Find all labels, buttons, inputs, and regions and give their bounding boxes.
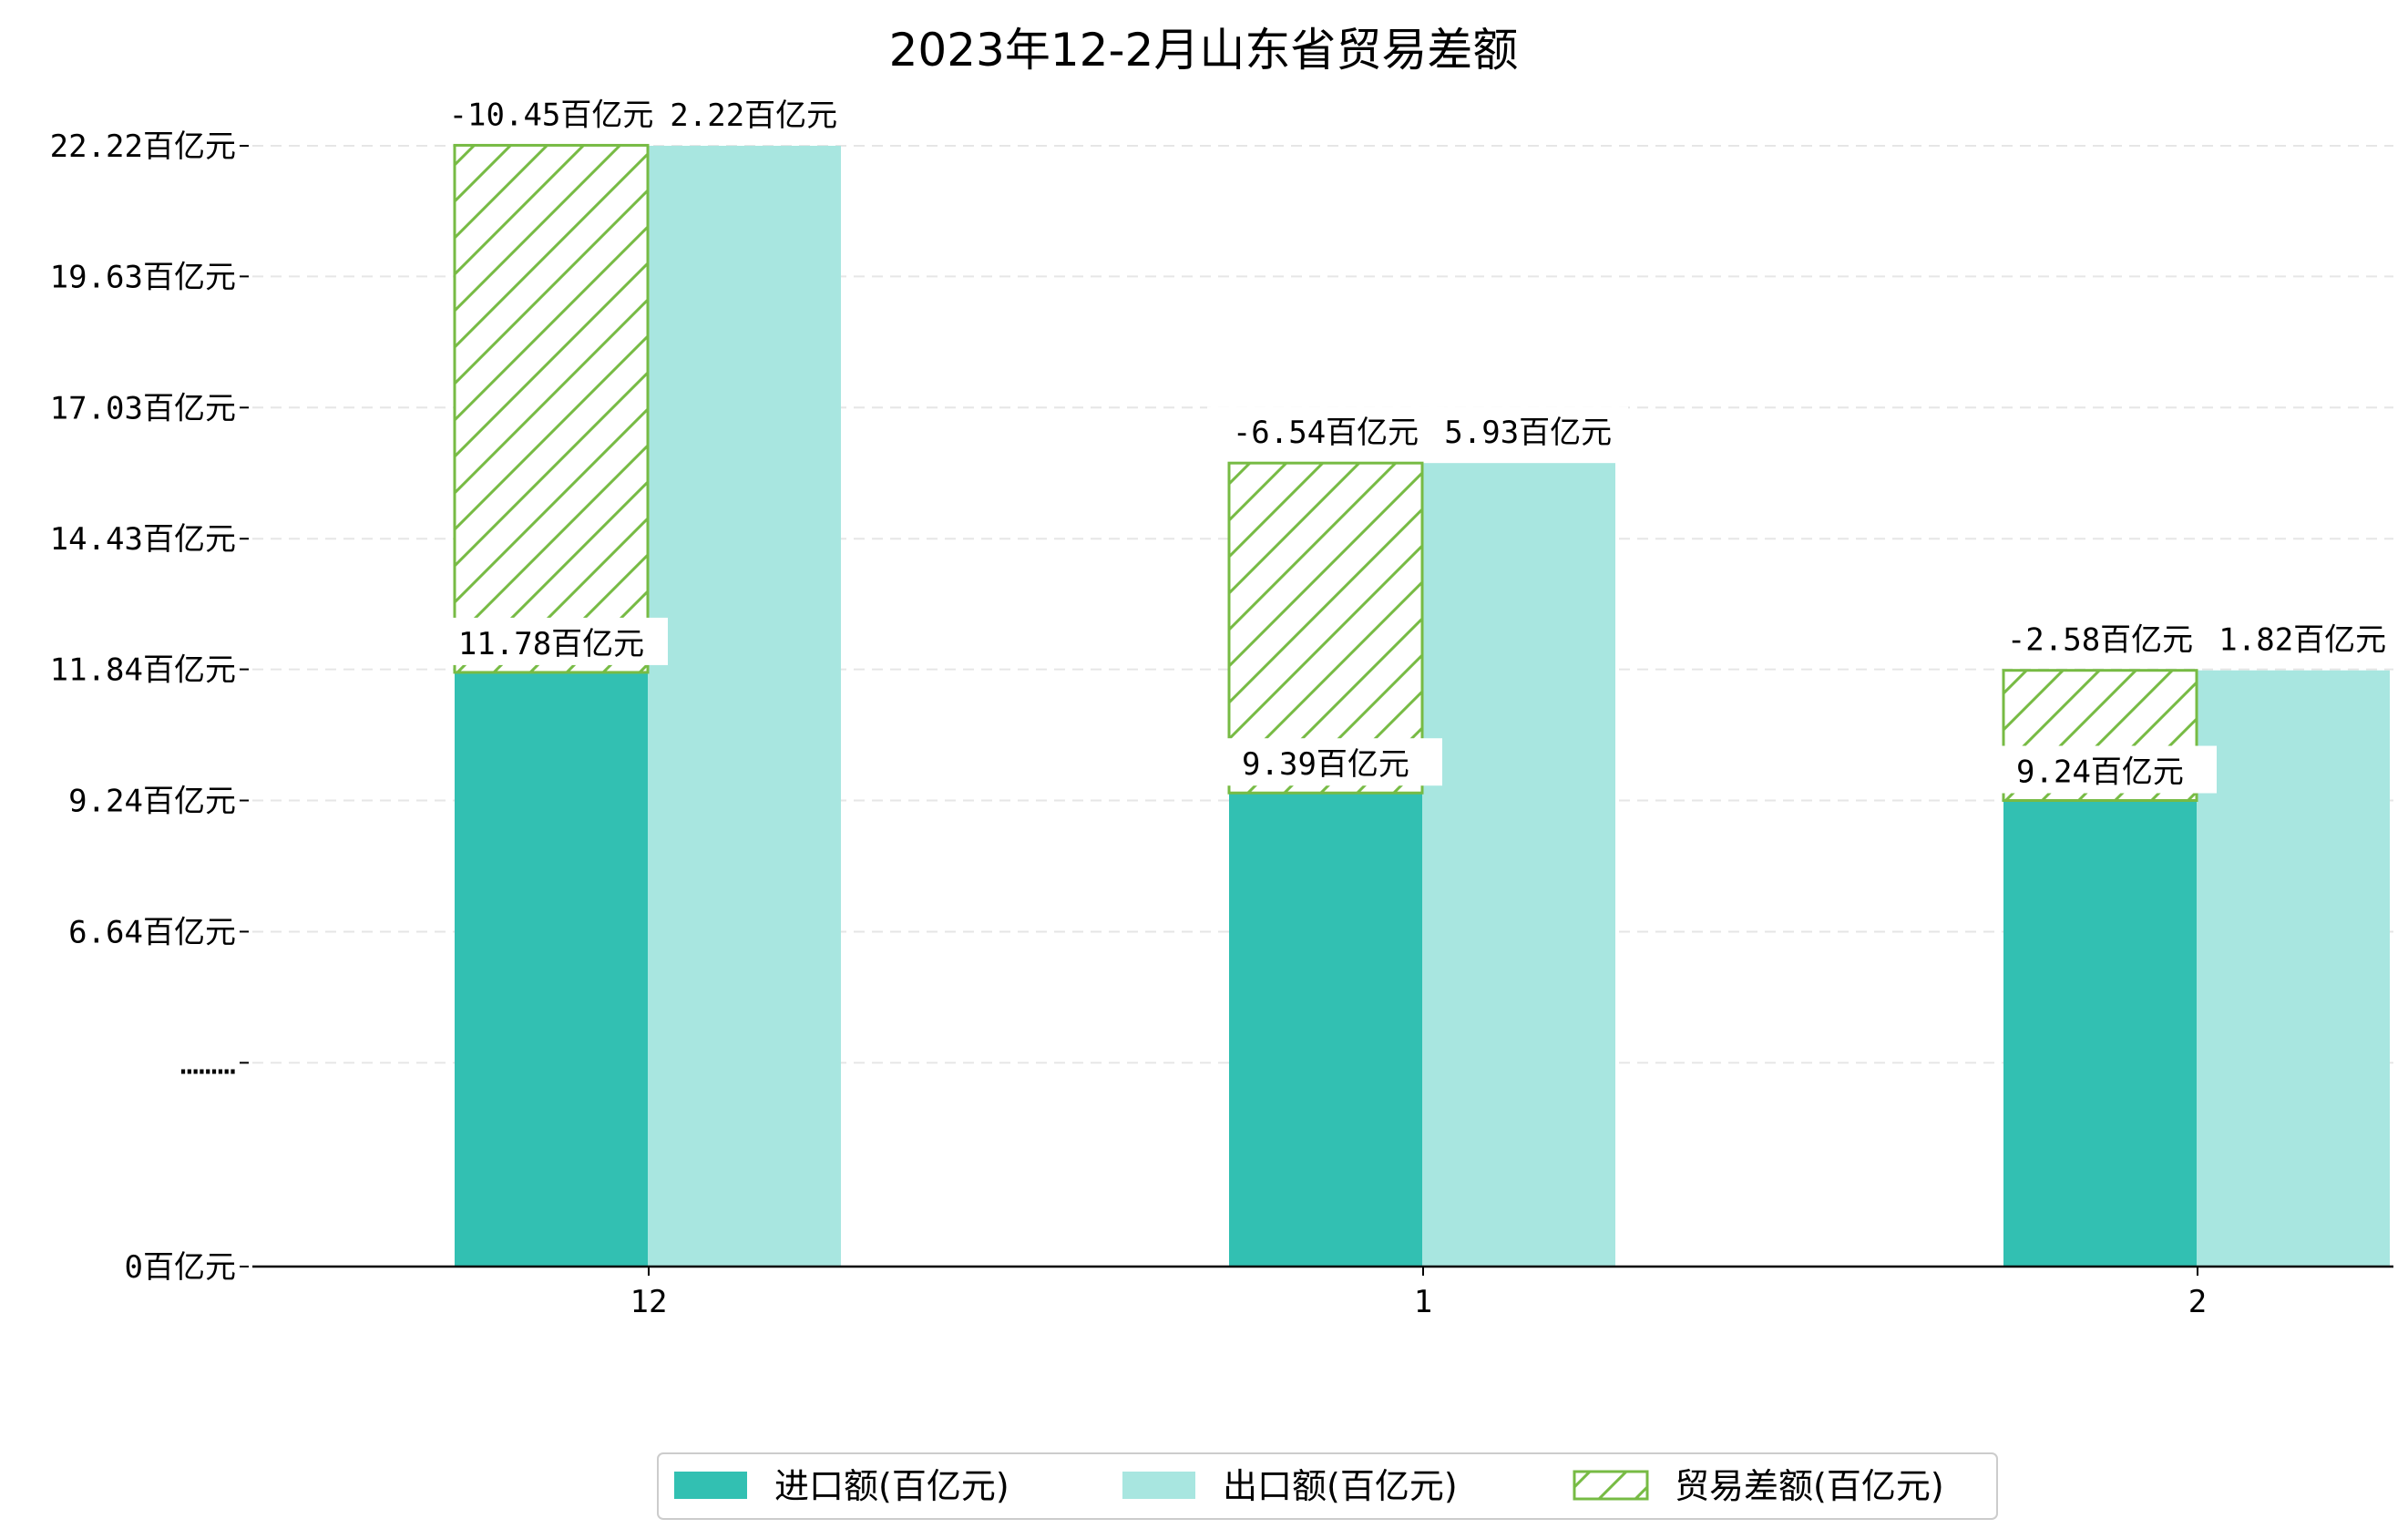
chart-title: 2023年12-2月山东省贸易差额 bbox=[889, 24, 1519, 77]
data-label-box bbox=[2191, 613, 2403, 662]
export-bar bbox=[2197, 670, 2390, 1267]
legend-swatch bbox=[1122, 1472, 1195, 1499]
y-tick-label: 14.43百亿元 bbox=[50, 521, 236, 558]
data-label: -6.54百亿元 bbox=[1233, 415, 1419, 451]
x-tick-label: 2 bbox=[2188, 1284, 2207, 1320]
data-label-box bbox=[1417, 406, 1628, 455]
data-label: -2.58百亿元 bbox=[2007, 622, 2193, 659]
data-label-box bbox=[642, 89, 854, 137]
import-bar bbox=[1229, 793, 1422, 1267]
data-label: -10.45百亿元 bbox=[449, 97, 654, 133]
y-tick-label: 17.03百亿元 bbox=[50, 390, 236, 426]
data-label: 11.82百亿元 bbox=[2200, 622, 2386, 659]
import-bar bbox=[2003, 800, 2197, 1267]
x-tick-label: 1 bbox=[1414, 1284, 1432, 1320]
legend-swatch bbox=[1573, 1470, 1649, 1501]
x-axis: 12 1 2 bbox=[630, 1267, 2207, 1320]
y-tick-label: 11.84百亿元 bbox=[50, 652, 236, 689]
y-axis: 0百亿元 ……… 6.64百亿元 9.24百亿元 11.84百亿元 14.43百亿元 17.… bbox=[50, 128, 249, 1286]
legend-label: 进口额(百亿元) bbox=[774, 1466, 1009, 1506]
import-bar bbox=[455, 672, 648, 1267]
balance-bar bbox=[1227, 461, 1424, 795]
export-bar bbox=[648, 146, 841, 1267]
data-label-box bbox=[1996, 745, 2217, 794]
y-tick-label: 22.22百亿元 bbox=[50, 128, 236, 165]
data-label-box bbox=[1982, 613, 2218, 662]
data-label-box bbox=[447, 617, 668, 665]
x-tick-label: 12 bbox=[630, 1284, 668, 1320]
y-tick-label: 9.24百亿元 bbox=[68, 784, 236, 820]
legend-label: 贸易差额(百亿元) bbox=[1675, 1466, 1944, 1506]
legend-frame bbox=[657, 1452, 1998, 1520]
data-label: 9.24百亿元 bbox=[2016, 754, 2184, 791]
data-label-box bbox=[1222, 738, 1442, 786]
balance-bar bbox=[453, 143, 650, 674]
data-label: 22.22百亿元 bbox=[651, 97, 837, 134]
y-tick-label: 0百亿元 bbox=[125, 1249, 236, 1286]
y-tick-label: 19.63百亿元 bbox=[50, 259, 236, 295]
data-label: 15.93百亿元 bbox=[1426, 415, 1612, 451]
data-label-box bbox=[433, 88, 670, 137]
y-tick-label: ……… bbox=[180, 1045, 236, 1082]
y-tick-label: 6.64百亿元 bbox=[68, 914, 236, 950]
legend: 进口额(百亿元) 出口额(百亿元) 贸易差额(百亿元) bbox=[657, 1452, 1998, 1520]
data-labels: 22.22百亿元 11.78百亿元 -10.45百亿元 15.93百亿元 9.39百亿元… bbox=[433, 88, 2403, 794]
bars bbox=[453, 143, 2390, 1267]
data-label: 11.78百亿元 bbox=[458, 626, 644, 662]
legend-swatch bbox=[674, 1472, 747, 1499]
data-label-box bbox=[1207, 406, 1444, 455]
legend-label: 出口额(百亿元) bbox=[1223, 1466, 1458, 1506]
export-bar bbox=[1422, 463, 1615, 1267]
data-label: 9.39百亿元 bbox=[1242, 746, 1409, 783]
